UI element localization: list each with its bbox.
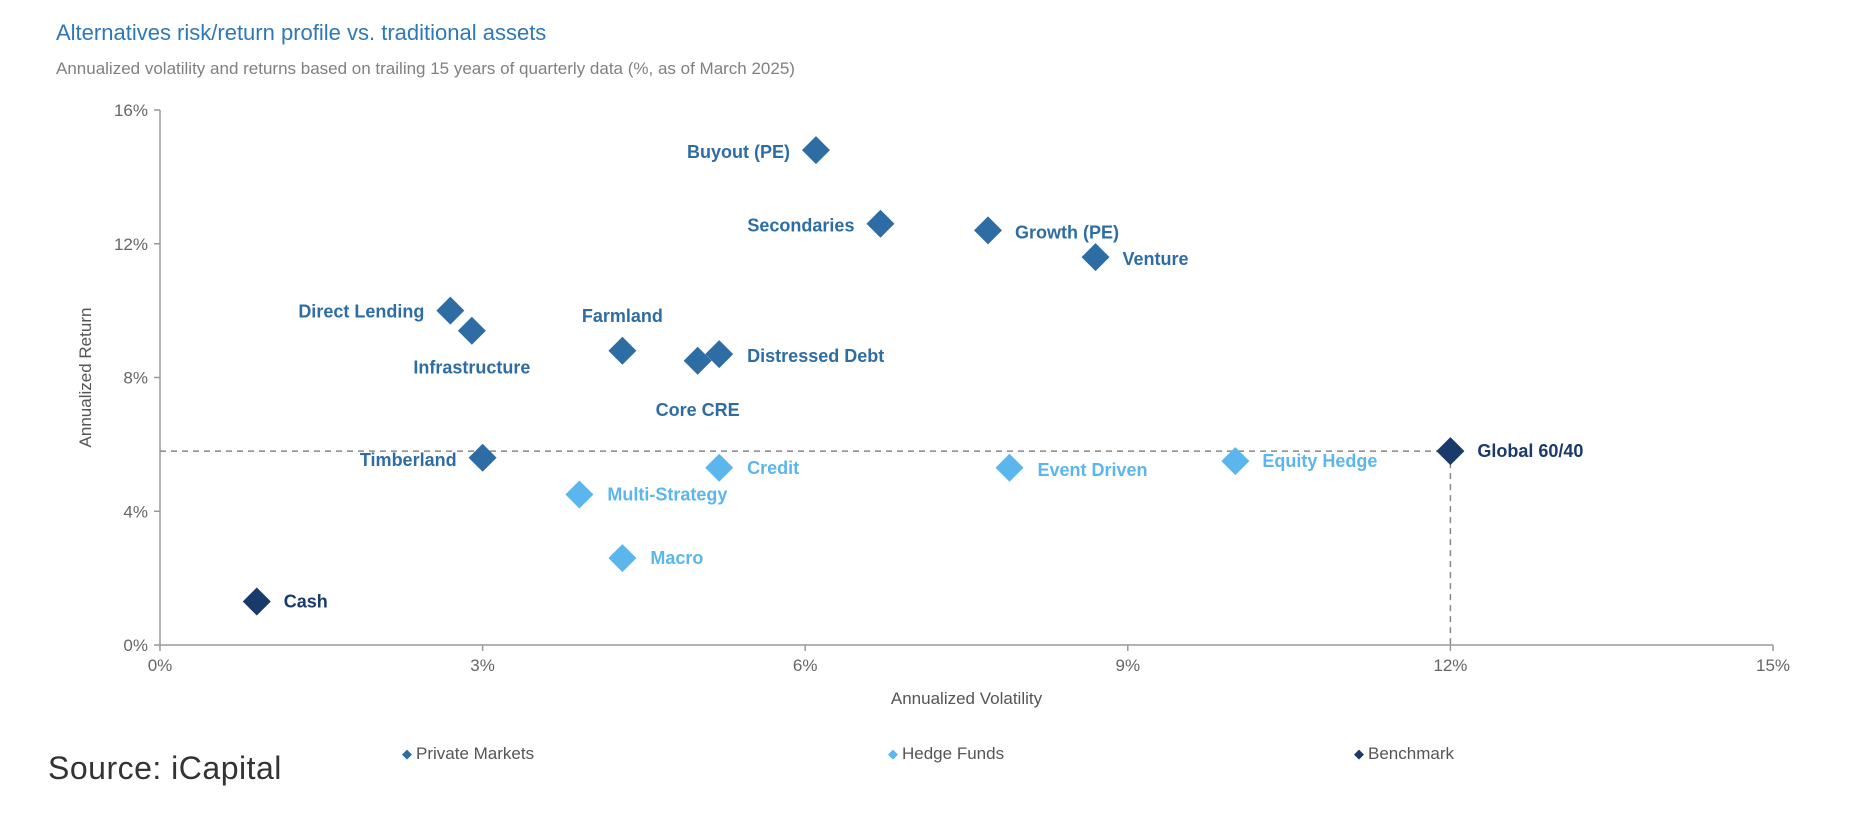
point-timberland: [468, 443, 497, 472]
point-cash: [242, 587, 271, 616]
point-infrastructure: [457, 316, 486, 345]
point-label-credit: Credit: [747, 458, 799, 478]
legend-item-hedge-funds: ◆ Hedge Funds: [888, 744, 1004, 764]
y-tick-label: 8%: [123, 369, 148, 388]
x-tick-label: 9%: [1116, 656, 1141, 675]
point-credit: [705, 453, 734, 482]
point-multi-strategy: [565, 480, 594, 509]
point-label-buyout-pe: Buyout (PE): [687, 142, 790, 162]
point-event-driven: [995, 453, 1024, 482]
x-tick-label: 15%: [1756, 656, 1790, 675]
point-label-secondaries: Secondaries: [747, 216, 854, 236]
point-secondaries: [866, 209, 895, 238]
point-buyout-pe: [801, 136, 830, 165]
point-label-core-cre: Core CRE: [656, 400, 740, 420]
legend-benchmark-label: Benchmark: [1368, 744, 1454, 763]
legend-private-markets-label: Private Markets: [416, 744, 535, 763]
point-label-global-60-40: Global 60/40: [1477, 441, 1583, 461]
point-label-timberland: Timberland: [360, 450, 457, 470]
point-label-direct-lending: Direct Lending: [298, 302, 424, 322]
point-direct-lending: [436, 296, 465, 325]
point-label-event-driven: Event Driven: [1038, 460, 1148, 480]
point-label-growth-pe: Growth (PE): [1015, 222, 1119, 242]
point-label-farmland: Farmland: [582, 306, 663, 326]
point-label-multi-strategy: Multi-Strategy: [607, 485, 727, 505]
legend-benchmark-marker: ◆: [1354, 746, 1364, 761]
point-venture: [1081, 243, 1110, 272]
point-label-equity-hedge: Equity Hedge: [1262, 451, 1377, 471]
point-global-60-40: [1436, 437, 1465, 466]
x-tick-label: 6%: [793, 656, 818, 675]
point-label-venture: Venture: [1123, 249, 1189, 269]
chart-title: Alternatives risk/return profile vs. tra…: [56, 20, 547, 45]
y-tick-label: 12%: [114, 235, 148, 254]
point-distressed-debt: [705, 340, 734, 369]
chart-subtitle: Annualized volatility and returns based …: [56, 59, 795, 78]
point-label-cash: Cash: [284, 592, 328, 612]
point-core-cre: [683, 346, 712, 375]
point-label-infrastructure: Infrastructure: [413, 358, 530, 378]
x-tick-label: 0%: [148, 656, 173, 675]
y-tick-label: 4%: [123, 502, 148, 521]
scatter-chart: 0% 3% 6% 9% 12% 15% 0% 4% 8% 12% 16% Annualized Vol…: [76, 101, 1790, 708]
legend-hedge-funds-label: Hedge Funds: [902, 744, 1005, 763]
point-label-macro: Macro: [650, 548, 703, 568]
y-tick-label: 16%: [114, 101, 148, 120]
y-axis-title: Annualized Return: [76, 308, 95, 448]
legend-item-benchmark: ◆ Benchmark: [1354, 744, 1454, 764]
y-tick-label: 0%: [123, 636, 148, 655]
legend-item-private-markets: ◆ Private Markets: [402, 744, 534, 764]
x-axis-title: Annualized Volatility: [891, 689, 1043, 708]
point-label-distressed-debt: Distressed Debt: [747, 346, 884, 366]
point-growth-pe: [974, 216, 1003, 245]
point-macro: [608, 544, 637, 573]
point-farmland: [608, 336, 637, 365]
point-equity-hedge: [1221, 447, 1250, 476]
x-tick-label: 12%: [1433, 656, 1467, 675]
legend-private-markets-marker: ◆: [402, 746, 412, 761]
source-note: Source: iCapital: [48, 750, 282, 786]
legend-hedge-funds-marker: ◆: [888, 746, 898, 761]
x-tick-label: 3%: [470, 656, 495, 675]
